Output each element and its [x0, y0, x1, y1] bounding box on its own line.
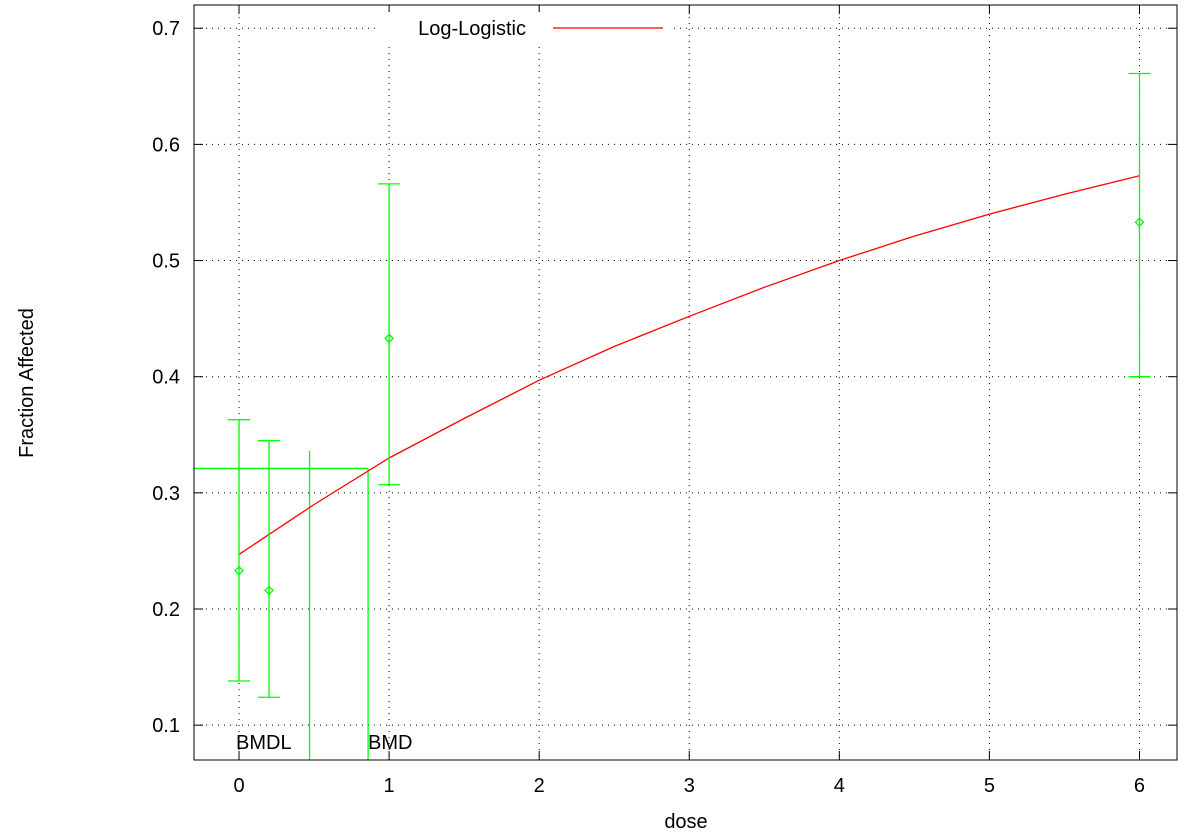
- y-tick-label: 0.1: [152, 715, 180, 737]
- data-point: [384, 333, 395, 344]
- axis-ticks: 0 1 2 3 4 5 6 0.1 0.2 0.3 0.4 0.5 0.6 0.7: [152, 5, 1177, 797]
- observed-points-layer: [228, 72, 1151, 698]
- bmd-label: BMD: [368, 732, 412, 754]
- x-tick-label: 1: [384, 775, 395, 797]
- x-tick-label: 3: [684, 775, 695, 797]
- y-tick-label: 0.5: [152, 251, 180, 273]
- bmd-markers: [194, 451, 369, 760]
- bmdl-label: BMDL: [236, 732, 292, 754]
- x-tick-label: 0: [233, 775, 244, 797]
- y-tick-label: 0.3: [152, 483, 180, 505]
- x-tick-label: 4: [834, 775, 845, 797]
- x-tick-label: 5: [984, 775, 995, 797]
- legend-label: Log-Logistic: [418, 18, 526, 40]
- data-point: [1134, 217, 1145, 228]
- y-tick-label: 0.6: [152, 134, 180, 156]
- x-tick-label: 6: [1134, 775, 1145, 797]
- data-point: [234, 565, 244, 576]
- plot-frame: [193, 4, 1178, 761]
- x-tick-label: 2: [534, 775, 545, 797]
- y-tick-label: 0.7: [152, 18, 180, 40]
- y-tick-label: 0.2: [152, 599, 180, 621]
- y-tick-label: 0.4: [152, 367, 180, 389]
- grid-lines: [194, 5, 1177, 760]
- legend: Log-Logistic: [380, 12, 670, 44]
- y-axis-label: Fraction Affected: [16, 308, 38, 458]
- x-axis-label: dose: [664, 811, 707, 833]
- data-point: [264, 585, 274, 596]
